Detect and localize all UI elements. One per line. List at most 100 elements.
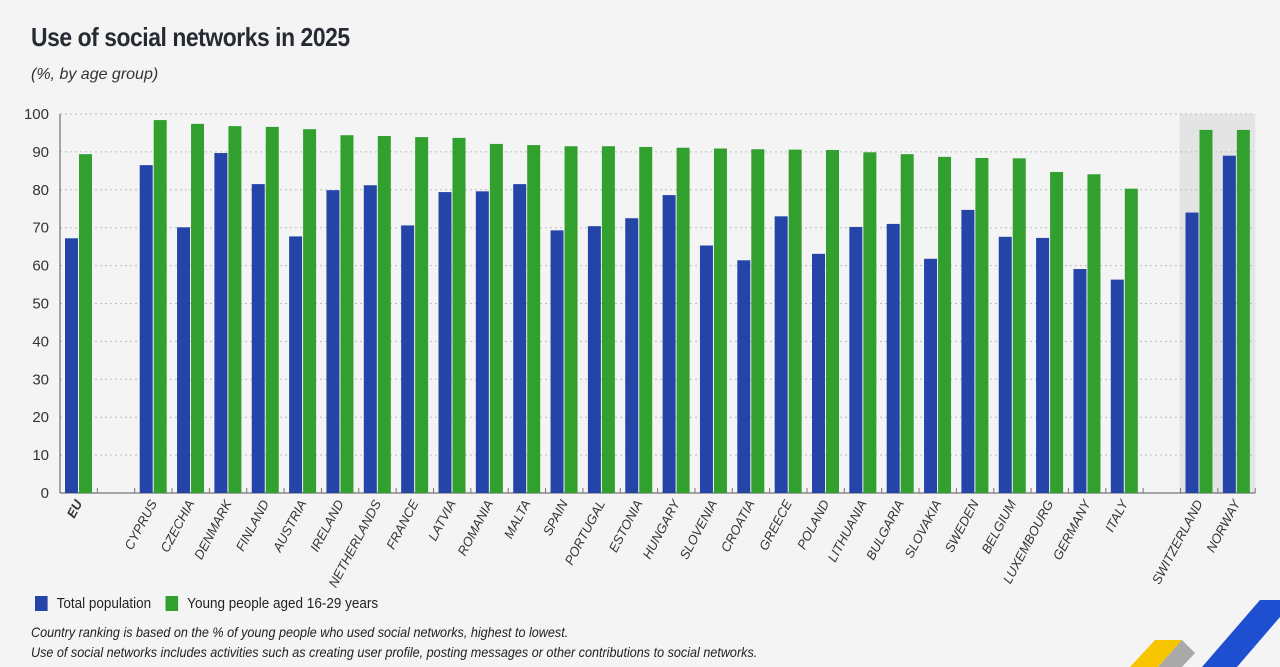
eurostat-logo: [1130, 600, 1280, 667]
x-tick-label: GERMANY: [1050, 496, 1095, 562]
legend-swatch-young: [165, 596, 179, 611]
bar-young-romania: [489, 143, 503, 494]
bar-young-greece: [788, 149, 802, 493]
x-tick-label: GREECE: [756, 497, 795, 553]
bar-total-czechia: [177, 227, 191, 494]
bar-young-cyprus: [153, 120, 167, 494]
x-tick-label: SWITZERLAND: [1149, 497, 1206, 586]
bar-total-netherlands: [363, 185, 377, 493]
bar-total-sweden: [961, 209, 975, 493]
bar-young-italy: [1124, 188, 1138, 493]
x-tick-label: NORWAY: [1203, 496, 1244, 555]
x-tick-label: FRANCE: [383, 497, 421, 552]
legend-label-total: Total population: [56, 595, 152, 612]
bar-young-luxembourg: [1050, 171, 1064, 493]
bar-total-france: [401, 225, 415, 493]
bar-young-slovenia: [713, 148, 727, 493]
bar-total-ireland: [326, 190, 340, 493]
bar-total-austria: [289, 236, 303, 494]
bar-total-greece: [774, 216, 788, 493]
y-tick-label: 0: [41, 485, 49, 502]
legend-swatch-total: [35, 596, 48, 611]
bar-young-czechia: [191, 123, 205, 493]
footnote-ranking: Country ranking is based on the % of you…: [31, 624, 569, 640]
x-tick-label: DENMARK: [191, 496, 235, 562]
bar-total-croatia: [737, 260, 751, 493]
bar-total-lithuania: [849, 226, 863, 493]
bar-total-latvia: [438, 192, 452, 493]
x-tick-label: HUNGARY: [639, 496, 683, 561]
bar-total-eu: [65, 238, 78, 493]
chart-title: Use of social networks in 2025: [31, 22, 350, 52]
bar-young-croatia: [751, 149, 765, 493]
bar-total-spain: [550, 230, 564, 493]
bar-young-denmark: [228, 126, 242, 494]
bar-total-finland: [251, 184, 265, 494]
bar-total-portugal: [587, 226, 601, 493]
x-tick-label: ITALY: [1102, 496, 1132, 534]
y-tick-label: 20: [32, 409, 49, 426]
bar-total-slovakia: [924, 258, 938, 493]
x-tick-label: IRELAND: [307, 497, 347, 554]
x-tick-label: FINLAND: [233, 497, 272, 553]
bar-total-denmark: [214, 153, 228, 494]
x-tick-label: ESTONIA: [606, 497, 646, 554]
bar-total-hungary: [662, 195, 676, 493]
x-tick-label: AUSTRIA: [269, 497, 309, 555]
bar-young-eu: [79, 154, 92, 493]
legend-label-young: Young people aged 16-29 years: [187, 595, 379, 612]
bar-total-estonia: [625, 218, 639, 493]
bar-total-bulgaria: [886, 223, 900, 493]
bar-young-netherlands: [377, 135, 391, 493]
y-tick-label: 70: [32, 220, 49, 237]
bar-total-malta: [513, 184, 527, 494]
bar-young-ireland: [340, 135, 354, 493]
bar-total-norway: [1222, 155, 1236, 493]
x-tick-label: LATVIA: [425, 497, 459, 543]
bar-total-germany: [1073, 269, 1087, 493]
bar-total-poland: [812, 253, 825, 493]
y-tick-label: 100: [24, 106, 49, 123]
x-tick-label: CYPRUS: [121, 497, 160, 552]
x-tick-label: EU: [64, 497, 86, 521]
y-tick-label: 80: [32, 182, 49, 199]
x-tick-label: CZECHIA: [157, 497, 197, 554]
y-tick-label: 50: [32, 296, 49, 313]
bar-total-romania: [475, 191, 489, 494]
bar-young-norway: [1236, 129, 1250, 493]
bar-total-italy: [1110, 279, 1124, 493]
x-tick-label: MALTA: [501, 497, 534, 541]
bar-young-france: [415, 137, 429, 493]
bar-young-malta: [527, 145, 541, 493]
x-tick-label: SWEDEN: [942, 497, 982, 555]
footnote-definition: Use of social networks includes activiti…: [31, 644, 758, 660]
bar-total-luxembourg: [1036, 237, 1050, 493]
bar-young-slovakia: [938, 156, 952, 493]
x-tick-label: SLOVENIA: [676, 497, 720, 561]
x-tick-label: BULGARIA: [863, 497, 907, 562]
y-tick-label: 40: [32, 333, 49, 350]
bar-young-belgium: [1012, 158, 1026, 493]
bar-young-austria: [303, 129, 317, 493]
bar-young-lithuania: [863, 152, 877, 494]
y-tick-label: 10: [32, 447, 49, 464]
x-tick-label: SPAIN: [540, 497, 571, 538]
bar-young-germany: [1087, 174, 1101, 494]
x-tick-label: SLOVAKIA: [901, 497, 944, 560]
chart-subtitle: (%, by age group): [31, 66, 159, 83]
bar-young-bulgaria: [900, 154, 914, 493]
x-tick-label: CROATIA: [718, 497, 758, 554]
bar-young-finland: [265, 126, 279, 494]
bar-young-hungary: [676, 147, 690, 493]
x-tick-label: POLAND: [794, 497, 832, 551]
legend: Total population Young people aged 16-29…: [35, 595, 392, 612]
bar-young-sweden: [975, 157, 989, 494]
x-tick-label: BELGIUM: [978, 497, 1019, 556]
bar-young-switzerland: [1199, 129, 1213, 493]
bar-total-slovenia: [699, 245, 713, 493]
y-tick-label: 60: [32, 258, 49, 275]
bar-total-belgium: [998, 236, 1012, 493]
x-tick-label: ROMANIA: [454, 497, 496, 558]
bar-total-cyprus: [139, 165, 153, 494]
